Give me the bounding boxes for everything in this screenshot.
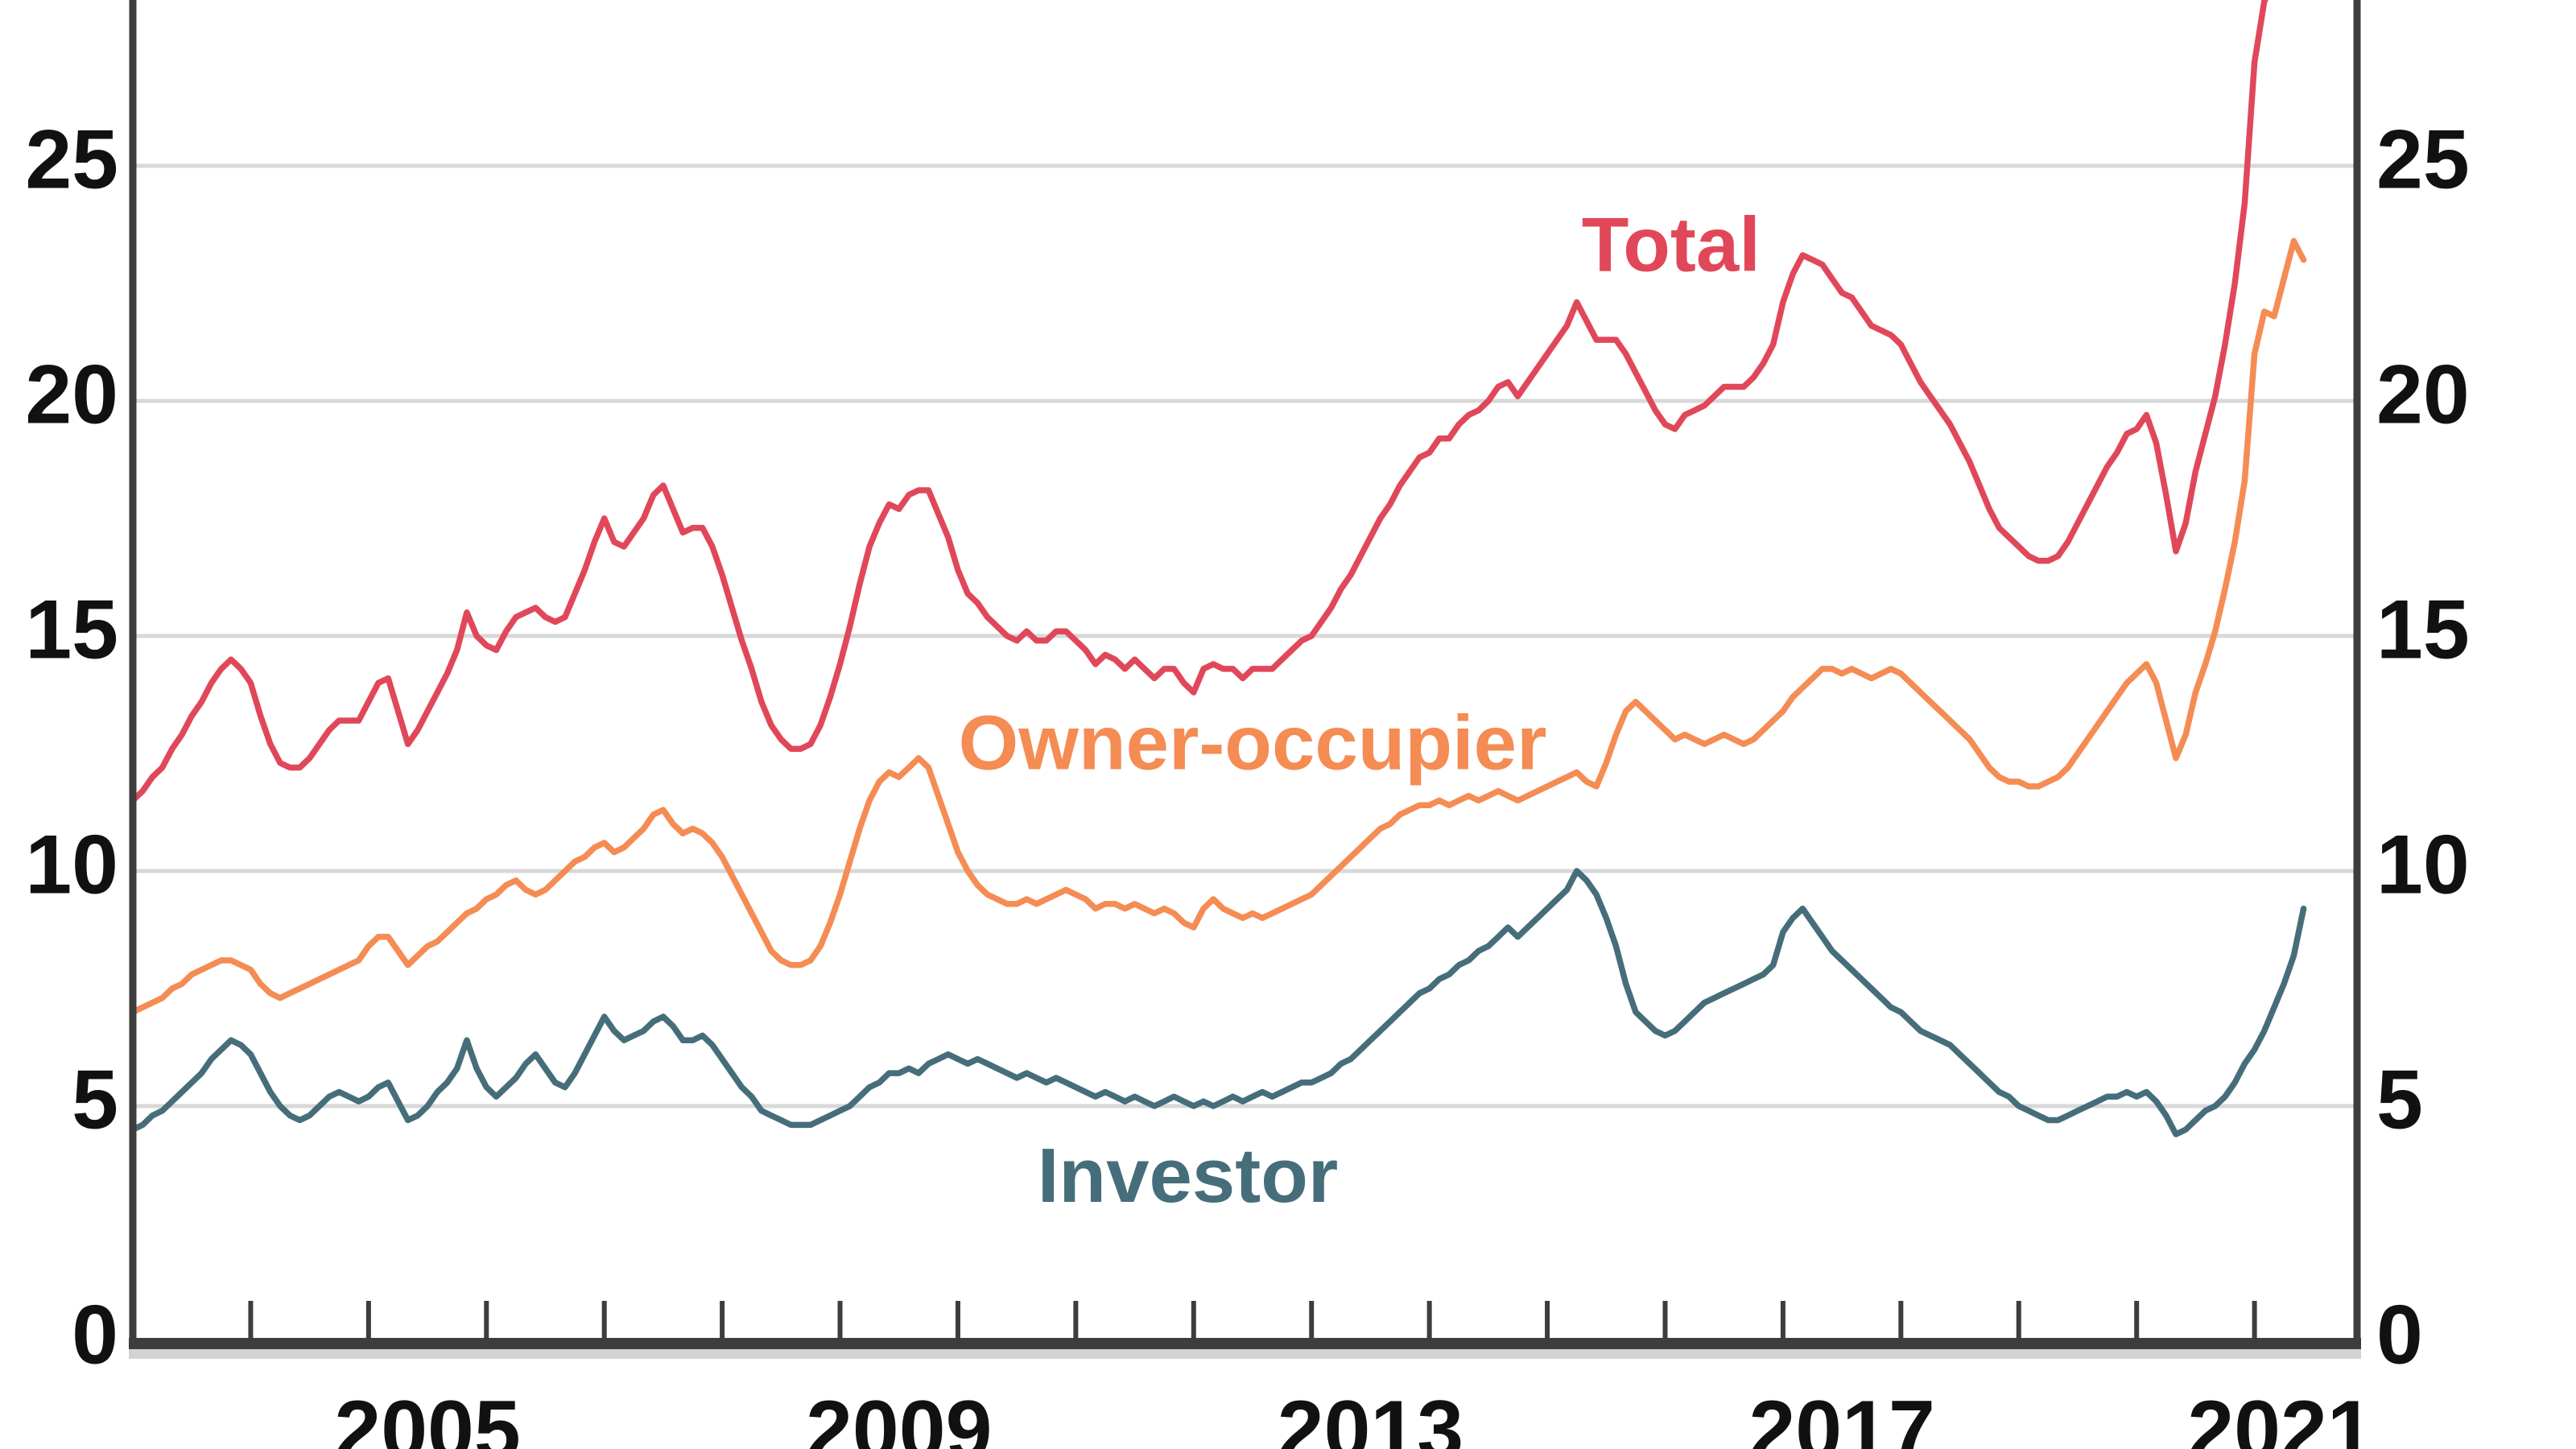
series-line-total [133,0,2268,804]
y-tick-label-right-0: 0 [2376,1288,2423,1381]
y-tick-label-left-5: 5 [72,1053,118,1146]
y-tick-label-right-20: 20 [2376,348,2470,441]
series-label-total: Total [1582,201,1761,287]
x-tick-label-2017: 2017 [1748,1384,1934,1449]
y-tick-label-right-10: 10 [2376,818,2470,911]
series-label-investor: Investor [1038,1133,1338,1219]
x-tick-label-2005: 2005 [334,1384,520,1449]
y-tick-label-right-25: 25 [2376,113,2470,206]
y-tick-label-left-20: 20 [25,348,118,441]
series-lines [133,0,2307,1137]
x-tick-label-2009: 2009 [806,1384,992,1449]
x-tick-label-2013: 2013 [1278,1384,1463,1449]
series-line-investor [133,868,2307,1137]
y-tick-label-left-0: 0 [72,1288,118,1381]
y-tick-label-left-15: 15 [25,583,118,676]
x-tick-label-2021: 2021 [2187,1384,2373,1449]
y-tick-label-left-10: 10 [25,818,118,911]
y-tick-label-right-5: 5 [2376,1053,2423,1146]
series-label-owner-occupier: Owner-occupier [959,700,1547,786]
y-tick-label-left-25: 25 [25,113,118,206]
y-tick-label-right-15: 15 [2376,583,2470,676]
series-line-owner-occupier [133,237,2307,1015]
